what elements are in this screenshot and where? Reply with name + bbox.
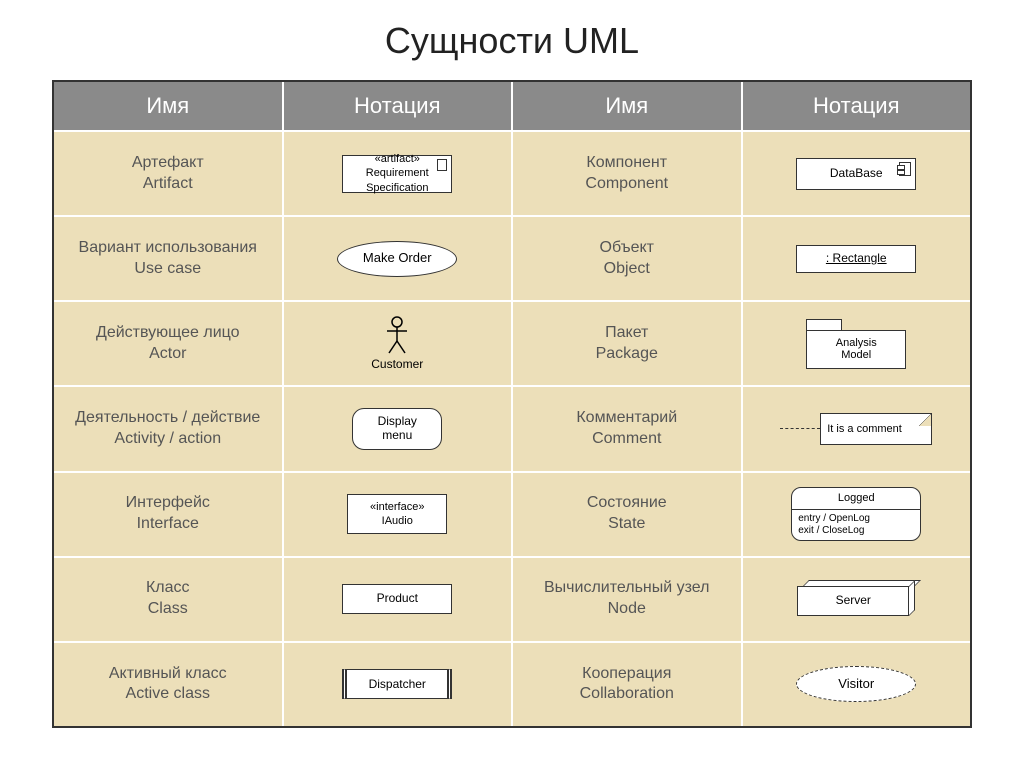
notation-comment: It is a comment <box>743 387 971 470</box>
table-row: Действующее лицоActor Customer ПакетPack… <box>54 300 970 385</box>
fold-corner-icon <box>919 414 931 426</box>
table-row: Деятельность / действиеActivity / action… <box>54 385 970 470</box>
header-notation-1: Нотация <box>284 82 514 130</box>
notation-node: Server <box>743 558 971 641</box>
notation-package: AnalysisModel <box>743 302 971 385</box>
notation-activity: Displaymenu <box>284 387 514 470</box>
component-icon <box>899 162 911 176</box>
name-comment: КомментарийComment <box>513 387 743 470</box>
header-name-1: Имя <box>54 82 284 130</box>
notation-interface: «interface» IAudio <box>284 473 514 556</box>
name-activity: Деятельность / действиеActivity / action <box>54 387 284 470</box>
name-artifact: АртефактArtifact <box>54 132 284 215</box>
name-class: КлассClass <box>54 558 284 641</box>
header-name-2: Имя <box>513 82 743 130</box>
name-usecase: Вариант использованияUse case <box>54 217 284 300</box>
notation-component: DataBase <box>743 132 971 215</box>
name-interface: ИнтерфейсInterface <box>54 473 284 556</box>
name-collaboration: КооперацияCollaboration <box>513 643 743 726</box>
notation-active-class: Dispatcher <box>284 643 514 726</box>
notation-state: Logged entry / OpenLog exit / CloseLog <box>743 473 971 556</box>
notation-usecase: Make Order <box>284 217 514 300</box>
table-row: КлассClass Product Вычислительный узелNo… <box>54 556 970 641</box>
document-icon <box>437 159 447 171</box>
table-row: Вариант использованияUse case Make Order… <box>54 215 970 300</box>
name-package: ПакетPackage <box>513 302 743 385</box>
actor-icon <box>384 315 410 355</box>
notation-class: Product <box>284 558 514 641</box>
name-actor: Действующее лицоActor <box>54 302 284 385</box>
uml-entities-table: Имя Нотация Имя Нотация АртефактArtifact… <box>52 80 972 728</box>
name-state: СостояниеState <box>513 473 743 556</box>
header-notation-2: Нотация <box>743 82 971 130</box>
table-row: Активный классActive class Dispatcher Ко… <box>54 641 970 726</box>
notation-object: : Rectangle <box>743 217 971 300</box>
notation-collaboration: Visitor <box>743 643 971 726</box>
table-row: ИнтерфейсInterface «interface» IAudio Со… <box>54 471 970 556</box>
notation-actor: Customer <box>284 302 514 385</box>
name-component: КомпонентComponent <box>513 132 743 215</box>
header-row: Имя Нотация Имя Нотация <box>54 82 970 130</box>
name-node: Вычислительный узелNode <box>513 558 743 641</box>
name-object: ОбъектObject <box>513 217 743 300</box>
notation-artifact: «artifact» Requirement Specification <box>284 132 514 215</box>
name-active-class: Активный классActive class <box>54 643 284 726</box>
table-row: АртефактArtifact «artifact» Requirement … <box>54 130 970 215</box>
page-title: Сущности UML <box>385 20 639 62</box>
